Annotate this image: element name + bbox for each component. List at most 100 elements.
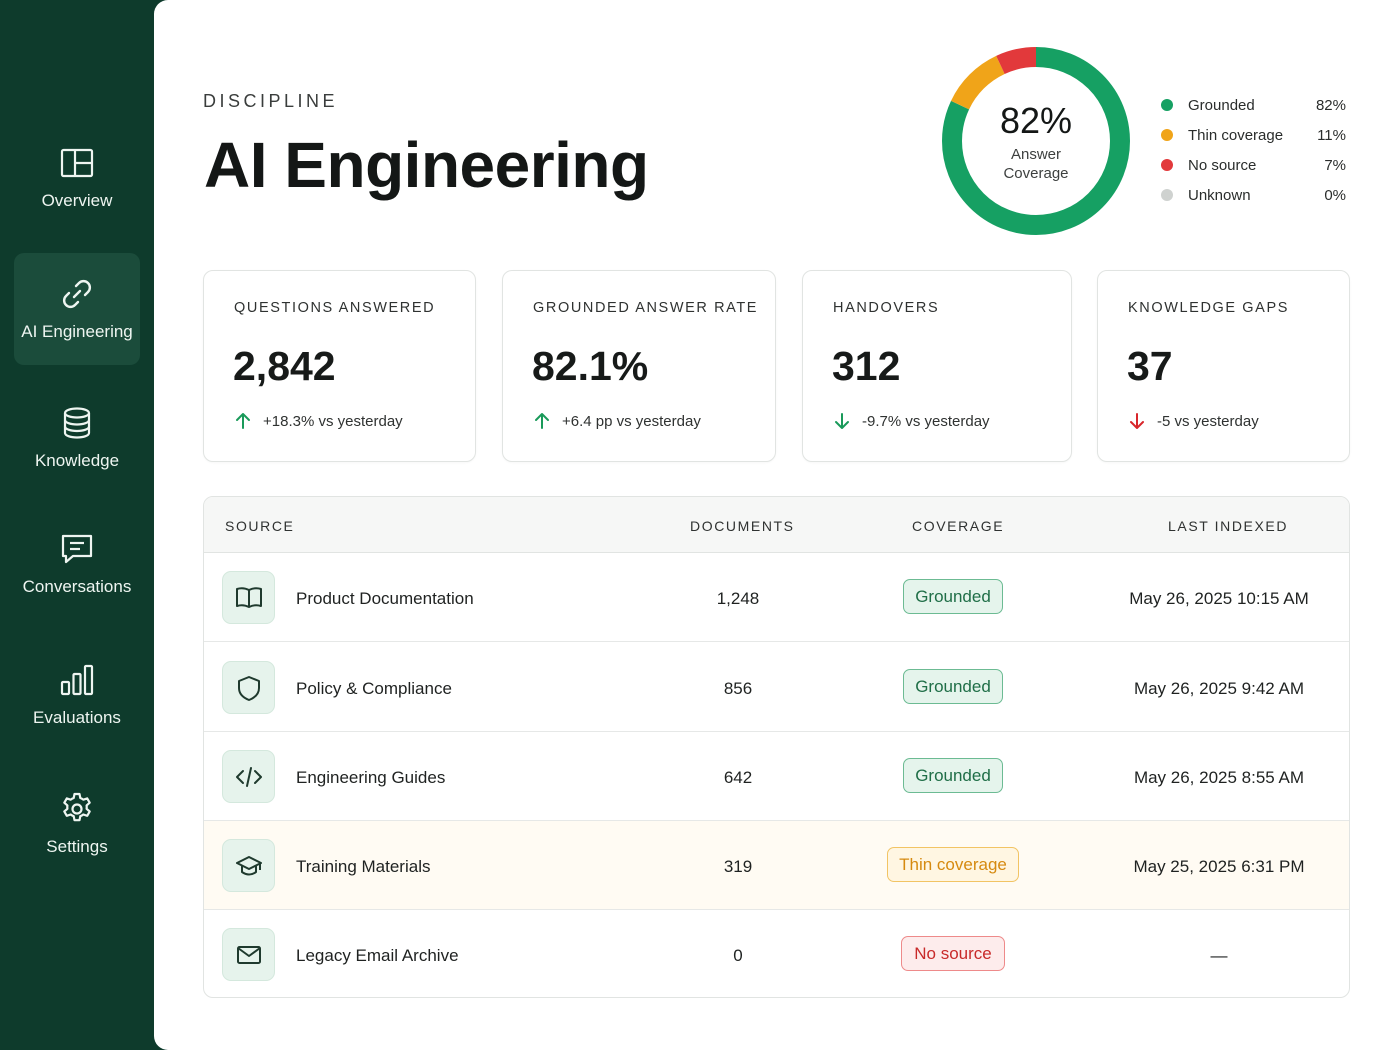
arrow-up-icon	[535, 413, 549, 429]
stat-delta: +18.3% vs yesterday	[233, 411, 403, 431]
layout-icon	[60, 148, 94, 178]
sidebar-item-label: Settings	[46, 837, 108, 856]
table-row[interactable]: Training Materials 319 Thin coverage May…	[204, 821, 1349, 910]
coverage-badge: Grounded	[903, 579, 1003, 614]
legend-dot	[1161, 99, 1173, 111]
stat-value: 37	[1127, 343, 1173, 389]
document-count: 0	[733, 946, 743, 965]
source-name: Product Documentation	[296, 589, 474, 608]
coverage-label: Answer Coverage	[1003, 146, 1069, 182]
coverage-legend: Grounded 82% Thin coverage 11% No source…	[1161, 90, 1346, 210]
column-header-last-indexed[interactable]: LAST INDEXED	[1168, 518, 1289, 534]
sidebar-item-label: Knowledge	[34, 451, 120, 470]
last-indexed: May 26, 2025 10:15 AM	[1129, 589, 1309, 608]
main-panel: DISCIPLINE AI Engineering 82% Answer Cov…	[154, 0, 1400, 1050]
shield-icon	[237, 675, 260, 701]
donut-center: 82% Answer Coverage	[940, 45, 1132, 237]
sidebar: Overview AI Engineering Knowledge Conver…	[0, 0, 154, 1050]
sidebar-item-evaluations[interactable]: Evaluations	[14, 639, 140, 751]
sidebar-item-knowledge[interactable]: Knowledge	[14, 382, 140, 494]
legend-value: 11%	[1317, 126, 1346, 144]
code-icon	[235, 766, 262, 787]
donut-segment-no-source	[942, 47, 1130, 235]
legend-label: No source	[1188, 156, 1257, 174]
coverage-donut: 82% Answer Coverage	[940, 45, 1132, 237]
source-name: Training Materials	[296, 857, 431, 876]
arrow-down-icon	[1130, 413, 1144, 429]
document-count: 319	[723, 857, 753, 876]
sidebar-item-conversations[interactable]: Conversations	[14, 508, 140, 620]
document-count: 856	[723, 679, 753, 698]
bar-chart-icon	[60, 664, 94, 696]
stat-delta-text: +18.3% vs yesterday	[263, 412, 403, 430]
table-header: SOURCE DOCUMENTS COVERAGE LAST INDEXED	[204, 497, 1349, 553]
coverage-badge: No source	[901, 936, 1005, 971]
stat-delta-text: +6.4 pp vs yesterday	[562, 412, 701, 430]
source-name: Legacy Email Archive	[296, 946, 459, 965]
coverage-badge: Thin coverage	[887, 847, 1019, 882]
source-icon	[222, 571, 275, 624]
column-header-source[interactable]: SOURCE	[225, 518, 295, 534]
database-icon	[63, 407, 91, 439]
legend-item-unknown: Unknown 0%	[1161, 180, 1346, 210]
stat-value: 82.1%	[532, 343, 649, 389]
legend-label: Grounded	[1188, 96, 1255, 114]
sources-table: SOURCE DOCUMENTS COVERAGE LAST INDEXED P…	[203, 496, 1350, 998]
stat-delta: +6.4 pp vs yesterday	[532, 411, 701, 431]
arrow-down-icon	[835, 413, 849, 429]
sidebar-item-label: Overview	[41, 191, 113, 210]
table-row[interactable]: Legacy Email Archive 0 No source —	[204, 910, 1349, 997]
table-row[interactable]: Product Documentation 1,248 Grounded May…	[204, 553, 1349, 642]
stat-delta: -5 vs yesterday	[1127, 411, 1259, 431]
document-count: 642	[723, 768, 753, 787]
stat-value: 2,842	[233, 343, 336, 389]
stat-label: HANDOVERS	[833, 300, 940, 316]
source-name: Policy & Compliance	[296, 679, 452, 698]
arrow-up-icon	[236, 413, 250, 429]
book-icon	[235, 586, 262, 608]
stat-card-knowledge-gaps: KNOWLEDGE GAPS 37 -5 vs yesterday	[1097, 270, 1350, 462]
column-header-documents[interactable]: DOCUMENTS	[690, 518, 795, 534]
legend-dot	[1161, 159, 1173, 171]
stat-delta: -9.7% vs yesterday	[832, 411, 990, 431]
coverage-badge: Grounded	[903, 758, 1003, 793]
source-icon	[222, 839, 275, 892]
stat-delta-text: -9.7% vs yesterday	[862, 412, 990, 430]
stat-label: GROUNDED ANSWER RATE	[533, 300, 759, 316]
stat-card-handovers: HANDOVERS 312 -9.7% vs yesterday	[802, 270, 1072, 462]
legend-value: 82%	[1315, 96, 1346, 114]
stat-label: QUESTIONS ANSWERED	[234, 300, 436, 316]
stat-delta-text: -5 vs yesterday	[1157, 412, 1259, 430]
sidebar-item-overview[interactable]: Overview	[14, 122, 140, 234]
sidebar-item-label: Conversations	[22, 577, 132, 596]
table-row[interactable]: Policy & Compliance 856 Grounded May 26,…	[204, 643, 1349, 732]
sidebar-item-ai-engineering[interactable]: AI Engineering	[14, 253, 140, 365]
stat-card-grounded-answer-rate: GROUNDED ANSWER RATE 82.1% +6.4 pp vs ye…	[502, 270, 776, 462]
table-row[interactable]: Engineering Guides 642 Grounded May 26, …	[204, 732, 1349, 821]
coverage-badge: Grounded	[903, 669, 1003, 704]
chat-icon	[61, 534, 93, 564]
link-icon	[63, 280, 91, 308]
stat-value: 312	[832, 343, 901, 389]
sidebar-item-settings[interactable]: Settings	[14, 768, 140, 880]
last-indexed: —	[1210, 946, 1228, 965]
page-eyebrow: DISCIPLINE	[203, 91, 339, 111]
last-indexed: May 26, 2025 8:55 AM	[1133, 768, 1305, 787]
source-icon	[222, 928, 275, 981]
source-name: Engineering Guides	[296, 768, 446, 787]
legend-label: Thin coverage	[1188, 126, 1284, 144]
legend-dot	[1161, 189, 1173, 201]
source-icon	[222, 750, 275, 803]
legend-value: 7%	[1324, 156, 1346, 174]
legend-item-grounded: Grounded 82%	[1161, 90, 1346, 120]
legend-label: Unknown	[1188, 186, 1251, 204]
sidebar-item-label: Evaluations	[33, 708, 121, 727]
stat-label: KNOWLEDGE GAPS	[1128, 300, 1289, 316]
document-count: 1,248	[716, 589, 760, 608]
last-indexed: May 25, 2025 6:31 PM	[1133, 857, 1305, 876]
mail-icon	[236, 945, 261, 964]
column-header-coverage[interactable]: COVERAGE	[912, 518, 1005, 534]
page-title: AI Engineering	[204, 129, 649, 201]
last-indexed: May 26, 2025 9:42 AM	[1133, 679, 1305, 698]
coverage-percent: 82%	[999, 100, 1073, 141]
